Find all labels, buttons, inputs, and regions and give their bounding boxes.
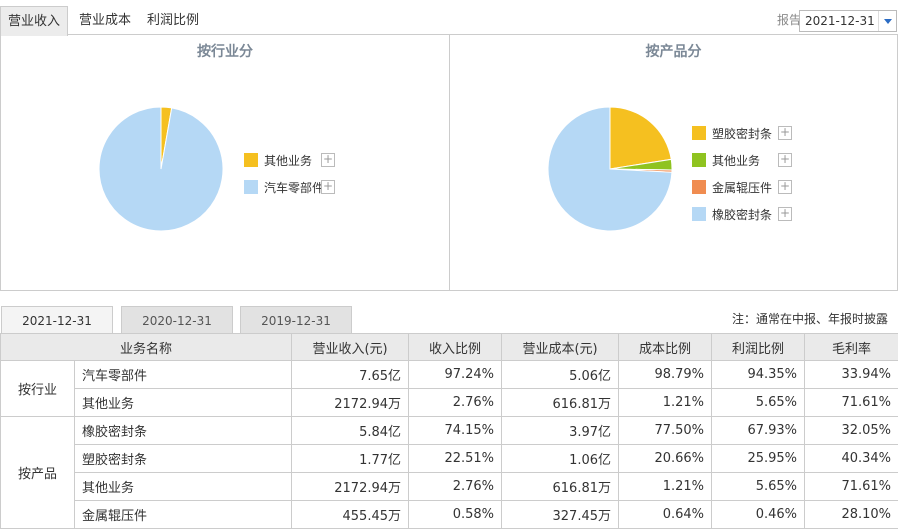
table-cell: 28.10% (804, 500, 898, 529)
tab-cost[interactable]: 营业成本 (79, 13, 132, 28)
table-row: 金属辊压件 455.45万 0.58% 327.45万 0.64% 0.46% 28.10% (1, 500, 898, 529)
header-revenue: 营业收入(元) (291, 333, 410, 361)
chevron-down-icon[interactable] (878, 11, 896, 31)
header-gross-margin: 毛利率 (804, 333, 898, 361)
legend-swatch (244, 180, 258, 194)
table-cell: 97.24% (408, 360, 503, 389)
table-cell: 616.81万 (501, 472, 620, 501)
header-profit-ratio: 利润比例 (711, 333, 806, 361)
business-breakdown-table: 业务名称 营业收入(元) 收入比例 营业成本(元) 成本比例 利润比例 毛利率 … (0, 333, 898, 529)
legend-label: 汽车零部件 (264, 181, 325, 195)
table-cell: 1.77亿 (291, 444, 410, 473)
table-row: 塑胶密封条 1.77亿 22.51% 1.06亿 20.66% 25.95% 40.34% (1, 444, 898, 473)
business-name-cell: 汽车零部件 (73, 360, 293, 389)
table-cell: 71.61% (804, 388, 898, 417)
table-cell: 1.21% (618, 472, 713, 501)
row-category: 按行业 (0, 360, 75, 417)
table-cell: 1.21% (618, 388, 713, 417)
table-cell: 2.76% (408, 472, 503, 501)
table-cell: 5.06亿 (501, 360, 620, 389)
table-cell: 455.45万 (291, 500, 410, 529)
table-cell: 32.05% (804, 416, 898, 445)
row-category: 按产品 (0, 416, 75, 529)
tab-year-2020[interactable]: 2020-12-31 (121, 306, 233, 334)
header-cost-ratio: 成本比例 (618, 333, 713, 361)
table-cell: 5.65% (711, 388, 806, 417)
legend-swatch (244, 153, 258, 167)
pie-slice[interactable] (547, 106, 673, 232)
expand-plus-icon[interactable]: + (778, 152, 792, 167)
expand-plus-icon[interactable]: + (321, 179, 335, 194)
expand-plus-icon[interactable]: + (778, 206, 792, 221)
product-pie-chart (547, 106, 673, 232)
table-cell: 20.66% (618, 444, 713, 473)
table-cell: 0.46% (711, 500, 806, 529)
table-cell: 0.64% (618, 500, 713, 529)
industry-chart-title: 按行业分 (197, 44, 253, 60)
table-cell: 5.84亿 (291, 416, 410, 445)
table-header-row: 业务名称 营业收入(元) 收入比例 营业成本(元) 成本比例 利润比例 毛利率 (0, 333, 898, 361)
table-cell: 5.65% (711, 472, 806, 501)
legend-label: 其他业务 (712, 154, 761, 168)
business-name-cell: 金属辊压件 (73, 500, 293, 529)
table-cell: 3.97亿 (501, 416, 620, 445)
tab-profit-ratio[interactable]: 利润比例 (147, 13, 200, 28)
expand-plus-icon[interactable]: + (321, 152, 335, 167)
pie-slice[interactable] (609, 106, 672, 170)
header-cost: 营业成本(元) (501, 333, 620, 361)
table-cell: 77.50% (618, 416, 713, 445)
legend-swatch (692, 126, 706, 140)
table-cell: 327.45万 (501, 500, 620, 529)
product-chart-title: 按产品分 (645, 44, 702, 60)
table-cell: 616.81万 (501, 388, 620, 417)
table-cell: 0.58% (408, 500, 503, 529)
legend-label: 橡胶密封条 (712, 208, 773, 222)
legend-swatch (692, 180, 706, 194)
table-cell: 2.76% (408, 388, 503, 417)
table-row: 按行业 汽车零部件 7.65亿 97.24% 5.06亿 98.79% 94.35% 33.9… (0, 360, 898, 417)
legend-swatch (692, 153, 706, 167)
table-cell: 98.79% (618, 360, 713, 389)
table-row: 其他业务 2172.94万 2.76% 616.81万 1.21% 5.65% 71.61% (1, 388, 898, 417)
table-row: 按产品 橡胶密封条 5.84亿 74.15% 3.97亿 77.50% 67.93% 32.0… (0, 416, 898, 529)
period-select[interactable]: 2021-12-31 (799, 10, 897, 32)
expand-plus-icon[interactable]: + (778, 125, 792, 140)
table-row: 其他业务 2172.94万 2.76% 616.81万 1.21% 5.65% 71.61% (1, 472, 898, 501)
table-cell: 2172.94万 (291, 472, 410, 501)
tab-revenue[interactable]: 营业收入 (0, 6, 68, 36)
table-cell: 74.15% (408, 416, 503, 445)
table-cell: 2172.94万 (291, 388, 410, 417)
product-chart-panel: 按产品分 塑胶密封条 + 其他业务 + 金属辊压件 + 橡胶密封条 + (449, 35, 898, 291)
top-tab-bar: 营业收入 营业成本 利润比例 报告期 2021-12-31 (0, 6, 898, 36)
header-revenue-ratio: 收入比例 (408, 333, 503, 361)
tab-year-2019[interactable]: 2019-12-31 (240, 306, 352, 334)
header-business-name: 业务名称 (0, 333, 293, 361)
expand-plus-icon[interactable]: + (778, 179, 792, 194)
legend-label: 塑胶密封条 (712, 127, 773, 141)
legend-label: 其他业务 (264, 154, 313, 168)
year-tab-bar: 2021-12-31 2020-12-31 2019-12-31 注：通常在中报… (0, 306, 898, 334)
table-cell: 25.95% (711, 444, 806, 473)
industry-chart-panel: 按行业分 其他业务 + 汽车零部件 + (0, 35, 450, 291)
business-name-cell: 橡胶密封条 (73, 416, 293, 445)
business-name-cell: 其他业务 (73, 472, 293, 501)
pie-slice[interactable] (98, 106, 224, 232)
tab-year-2021[interactable]: 2021-12-31 (1, 306, 113, 334)
table-cell: 33.94% (804, 360, 898, 389)
industry-pie-chart (98, 106, 224, 232)
period-value: 2021-12-31 (805, 14, 875, 28)
table-cell: 1.06亿 (501, 444, 620, 473)
business-name-cell: 其他业务 (73, 388, 293, 417)
disclosure-note: 注：通常在中报、年报时披露 (731, 312, 888, 326)
table-cell: 7.65亿 (291, 360, 410, 389)
table-cell: 94.35% (711, 360, 806, 389)
table-cell: 22.51% (408, 444, 503, 473)
table-cell: 67.93% (711, 416, 806, 445)
business-name-cell: 塑胶密封条 (73, 444, 293, 473)
table-cell: 40.34% (804, 444, 898, 473)
table-cell: 71.61% (804, 472, 898, 501)
legend-label: 金属辊压件 (712, 181, 773, 195)
legend-swatch (692, 207, 706, 221)
